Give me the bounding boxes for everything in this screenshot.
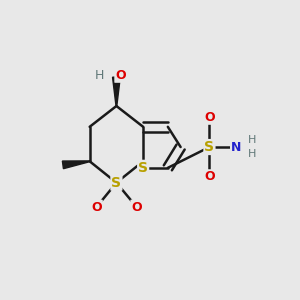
Text: H: H	[248, 136, 256, 146]
Text: O: O	[131, 201, 142, 214]
Text: O: O	[204, 170, 215, 183]
Polygon shape	[62, 161, 90, 169]
Text: H: H	[94, 69, 104, 82]
Text: O: O	[91, 201, 102, 214]
Text: O: O	[115, 69, 126, 82]
Text: N: N	[231, 140, 242, 154]
Text: H: H	[248, 148, 256, 159]
Polygon shape	[112, 77, 120, 106]
Text: S: S	[204, 140, 214, 154]
Text: S: S	[138, 161, 148, 175]
Text: S: S	[111, 176, 122, 190]
Text: O: O	[204, 111, 215, 124]
